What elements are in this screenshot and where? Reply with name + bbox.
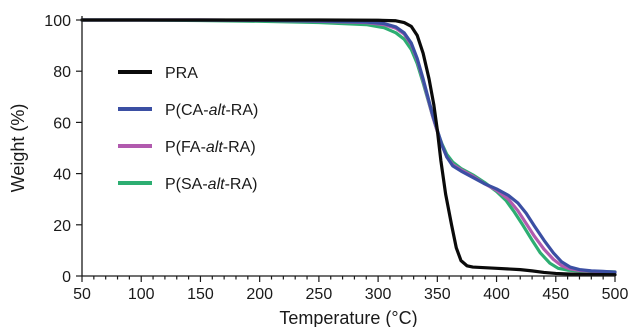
x-tick-label: 500 <box>602 286 629 303</box>
legend-label-part: P(SA- <box>165 176 208 193</box>
legend-label-part: -RA) <box>225 176 258 193</box>
y-tick-label: 20 <box>53 218 71 235</box>
legend-label-part: alt <box>209 102 226 119</box>
legend-label-part: PRA <box>165 65 198 82</box>
x-tick-label: 350 <box>424 286 451 303</box>
legend-label: P(FA-alt-RA) <box>165 139 256 156</box>
x-tick-label: 450 <box>542 286 569 303</box>
legend-label-part: alt <box>206 139 223 156</box>
series-line-1 <box>80 18 617 274</box>
y-ticks-group: 0 20 40 60 80 100 <box>44 13 82 286</box>
y-tick-label: 80 <box>53 64 71 81</box>
series-line-0 <box>80 18 617 277</box>
y-tick-label: 0 <box>62 269 71 286</box>
x-tick-label: 400 <box>483 286 510 303</box>
x-tick-label: 250 <box>306 286 333 303</box>
y-tick-label: 100 <box>44 13 71 30</box>
x-ticks-group: 50 100 150 200 250 300 350 400 450 500 <box>73 276 628 303</box>
series-line-3 <box>80 18 617 274</box>
legend-label-part: P(FA- <box>165 139 206 156</box>
legend-label-part: -RA) <box>223 139 256 156</box>
x-tick-label: 200 <box>246 286 273 303</box>
legend-label-part: -RA) <box>225 102 258 119</box>
y-tick-label: 40 <box>53 167 71 184</box>
legend-label-part: P(CA- <box>165 102 209 119</box>
y-axis-title: Weight (%) <box>8 104 28 193</box>
x-tick-label: 50 <box>73 286 91 303</box>
x-tick-label: 150 <box>187 286 214 303</box>
legend-label: P(CA-alt-RA) <box>165 102 258 119</box>
axes-group <box>81 16 615 277</box>
x-tick-label: 100 <box>128 286 155 303</box>
legend-label: P(SA-alt-RA) <box>165 176 257 193</box>
series-line-2 <box>80 18 617 274</box>
y-tick-label: 60 <box>53 115 71 132</box>
x-tick-label: 300 <box>365 286 392 303</box>
series-group <box>80 18 617 277</box>
x-axis-title: Temperature (°C) <box>279 308 417 327</box>
legend-label-part: alt <box>208 176 225 193</box>
legend-label: PRA <box>165 65 198 82</box>
